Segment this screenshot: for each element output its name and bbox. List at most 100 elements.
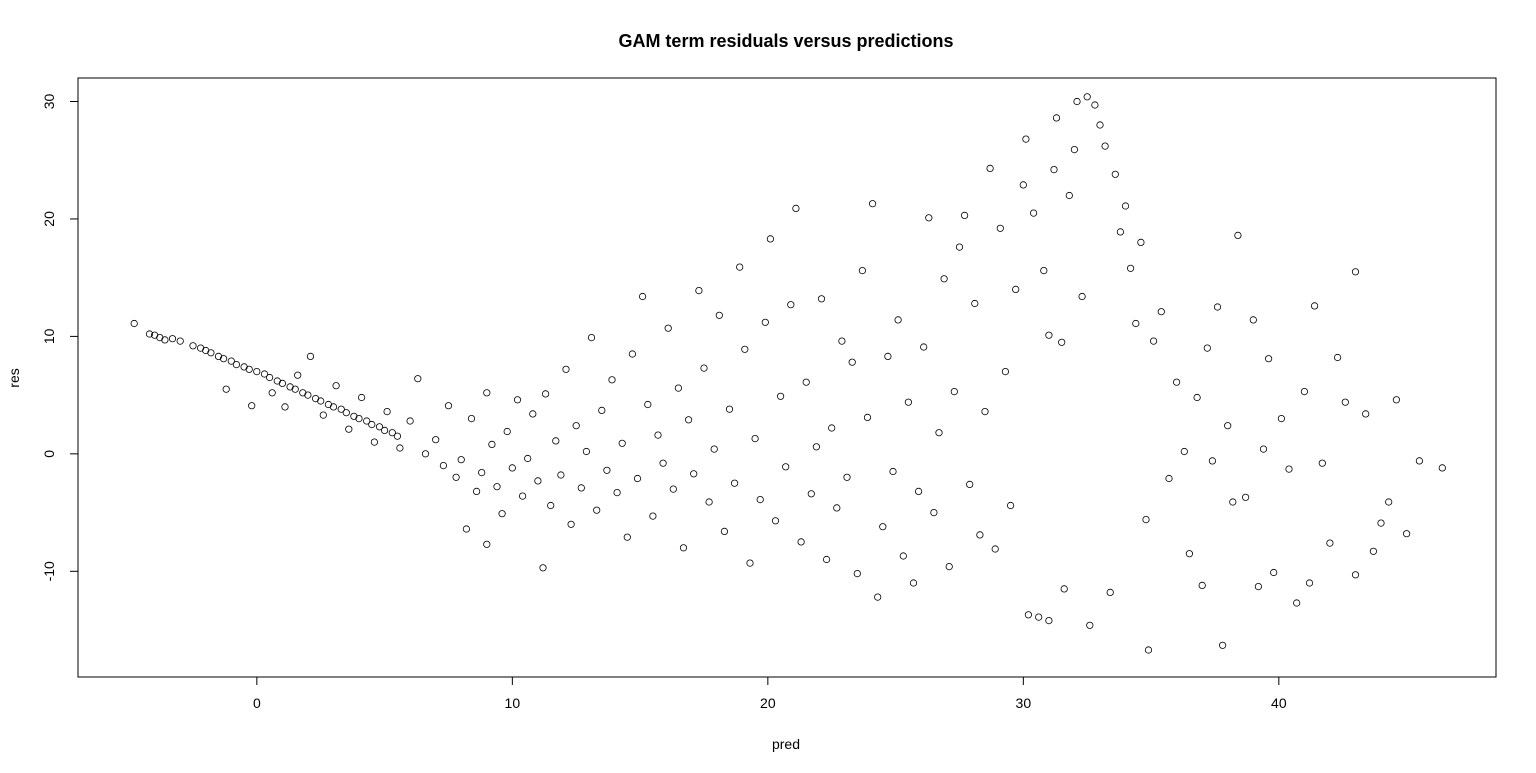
data-point xyxy=(710,445,718,453)
data-point xyxy=(695,286,703,295)
y-tick-label: 20 xyxy=(41,211,57,227)
data-point xyxy=(587,333,596,342)
data-point xyxy=(1293,599,1301,607)
data-point xyxy=(1070,146,1079,154)
data-point xyxy=(388,429,396,437)
data-point xyxy=(920,343,928,351)
data-point xyxy=(868,200,877,208)
data-point xyxy=(756,495,764,504)
data-point xyxy=(452,473,460,481)
data-point xyxy=(720,527,729,536)
y-tick-label: 0 xyxy=(41,450,57,458)
data-point xyxy=(1086,621,1094,629)
data-point xyxy=(383,407,391,416)
data-point xyxy=(766,235,775,243)
data-point xyxy=(1300,387,1309,396)
data-point xyxy=(730,479,739,487)
data-point xyxy=(1351,571,1360,579)
data-point xyxy=(345,425,353,433)
data-point xyxy=(406,417,414,425)
data-point xyxy=(304,391,312,399)
data-point xyxy=(168,335,177,343)
data-point xyxy=(1035,613,1043,621)
data-point xyxy=(1385,498,1393,506)
data-point xyxy=(222,385,230,393)
data-point xyxy=(294,371,302,379)
data-point xyxy=(368,420,376,429)
data-point xyxy=(1254,582,1263,591)
data-point xyxy=(380,426,389,434)
data-point xyxy=(547,501,555,510)
data-point xyxy=(1242,493,1250,501)
data-point xyxy=(669,485,677,493)
data-point xyxy=(1012,285,1020,293)
data-point xyxy=(1150,337,1158,345)
data-point xyxy=(782,463,790,471)
data-point xyxy=(613,488,621,497)
data-point xyxy=(598,406,606,414)
data-point xyxy=(746,559,754,567)
data-point xyxy=(960,211,969,219)
data-point xyxy=(848,358,856,366)
data-point xyxy=(884,352,892,360)
data-point xyxy=(1024,611,1033,619)
data-point xyxy=(317,397,325,405)
data-point xyxy=(1060,585,1068,593)
data-point xyxy=(1073,97,1081,106)
data-point xyxy=(508,464,516,472)
data-point xyxy=(909,579,918,587)
data-point xyxy=(787,301,795,309)
data-point xyxy=(130,319,138,328)
data-point xyxy=(227,357,235,365)
data-point xyxy=(1127,264,1135,272)
data-point xyxy=(1052,114,1061,122)
data-point xyxy=(771,517,780,525)
data-point xyxy=(1091,101,1099,109)
data-point xyxy=(1132,319,1140,328)
y-tick-label: -10 xyxy=(41,561,57,581)
data-point xyxy=(1006,501,1015,510)
data-point xyxy=(370,438,378,446)
data-point xyxy=(278,379,286,387)
data-point xyxy=(649,512,657,520)
data-point xyxy=(1341,398,1349,406)
data-point xyxy=(1022,135,1030,143)
data-point xyxy=(1438,464,1446,472)
data-point xyxy=(1219,641,1227,649)
data-point xyxy=(306,352,315,360)
data-point xyxy=(608,376,616,384)
data-point xyxy=(664,324,672,332)
data-point xyxy=(414,375,422,383)
data-point xyxy=(1369,547,1378,555)
data-point xyxy=(603,466,611,474)
data-point xyxy=(483,389,491,397)
data-point xyxy=(1234,231,1242,239)
data-point xyxy=(674,384,683,392)
data-point xyxy=(582,447,591,456)
data-point xyxy=(976,531,984,539)
data-point xyxy=(539,564,547,572)
data-point xyxy=(991,545,999,553)
data-point xyxy=(935,429,943,437)
data-point xyxy=(472,487,481,495)
data-point xyxy=(593,506,601,514)
data-point xyxy=(1403,530,1411,538)
data-point xyxy=(337,405,345,413)
data-point xyxy=(483,540,491,548)
data-point xyxy=(930,508,938,517)
data-point xyxy=(1224,422,1232,430)
data-point xyxy=(812,443,821,451)
data-point xyxy=(705,498,713,506)
data-point xyxy=(432,436,440,444)
data-point xyxy=(281,403,289,411)
data-point xyxy=(1208,457,1217,465)
data-point xyxy=(986,164,994,172)
data-point xyxy=(467,414,476,423)
data-point xyxy=(1318,459,1326,467)
data-point xyxy=(1270,568,1278,577)
data-point xyxy=(245,365,253,373)
y-axis-label: res xyxy=(6,368,22,387)
data-point xyxy=(1083,93,1091,101)
data-point xyxy=(889,467,897,476)
data-point xyxy=(1362,410,1370,418)
